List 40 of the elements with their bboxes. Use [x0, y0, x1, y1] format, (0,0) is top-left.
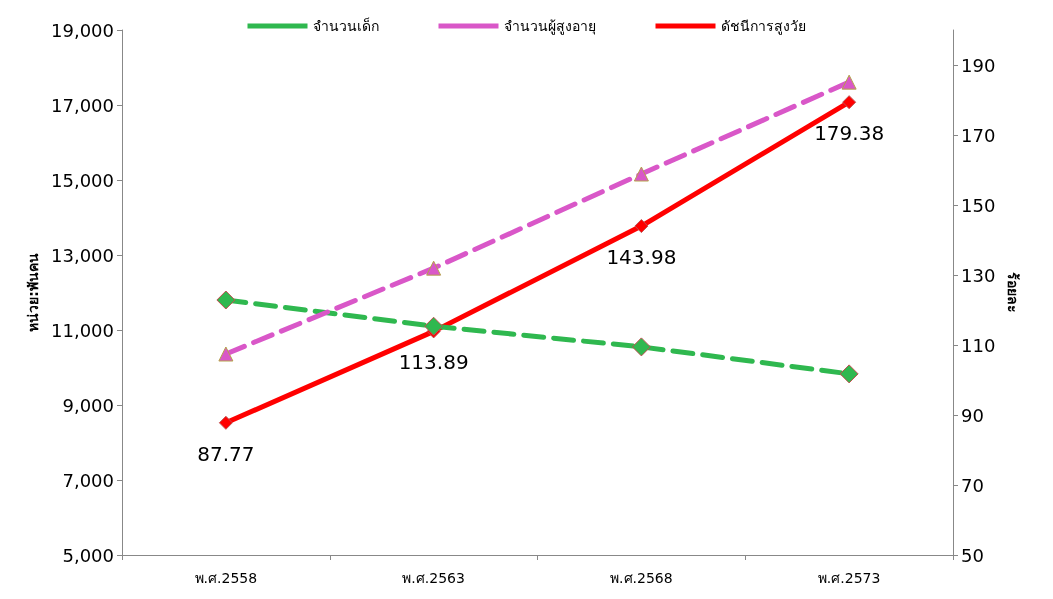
- y2-tick-label: 110: [961, 334, 996, 356]
- x-tick-label: พ.ศ.2568: [610, 570, 673, 586]
- point: [634, 219, 649, 234]
- y-tick-label: 19,000: [51, 19, 114, 41]
- x-tick-label: พ.ศ.2558: [194, 570, 258, 586]
- y-tick-label: 17,000: [51, 94, 114, 116]
- y-tick-label: 5,000: [62, 544, 114, 566]
- y-tick-label: 13,000: [51, 244, 114, 266]
- point: [426, 260, 442, 276]
- y2-tick-label: 90: [961, 404, 984, 426]
- data-label: 113.89: [398, 350, 469, 375]
- y-tick-label: 7,000: [62, 469, 114, 491]
- y-tick-label: 15,000: [51, 169, 114, 191]
- y-axis-title: หน่วย:พันคน: [25, 253, 42, 332]
- y-tick-label: 11,000: [51, 319, 114, 341]
- y2-tick-label: 150: [961, 194, 996, 216]
- y2-tick-label: 190: [961, 54, 996, 76]
- point: [839, 364, 859, 384]
- y2-tick-label: 70: [961, 474, 984, 496]
- point: [216, 290, 236, 310]
- data-label: 143.98: [606, 245, 677, 270]
- legend-label: จำนวนเด็ก: [312, 17, 379, 34]
- data-label: 87.77: [197, 441, 255, 466]
- point: [631, 337, 651, 357]
- y2-tick-label: 130: [961, 264, 996, 286]
- point: [218, 415, 233, 430]
- data-label: 179.38: [814, 121, 885, 146]
- point: [841, 74, 857, 90]
- y2-axis-title: ร้อยละ: [1005, 272, 1022, 313]
- legend-label: ดัชนีการสูงวัย: [720, 18, 806, 35]
- point: [842, 95, 857, 110]
- y-tick-label: 9,000: [62, 394, 114, 416]
- y2-tick-label: 50: [961, 544, 984, 566]
- point: [218, 346, 234, 362]
- legend-label: จำนวนผู้สูงอายุ: [503, 18, 596, 35]
- point: [633, 166, 649, 182]
- point: [424, 316, 444, 336]
- x-tick-label: พ.ศ.2563: [402, 570, 465, 586]
- y2-tick-label: 170: [961, 124, 996, 146]
- x-tick-label: พ.ศ.2573: [817, 570, 881, 586]
